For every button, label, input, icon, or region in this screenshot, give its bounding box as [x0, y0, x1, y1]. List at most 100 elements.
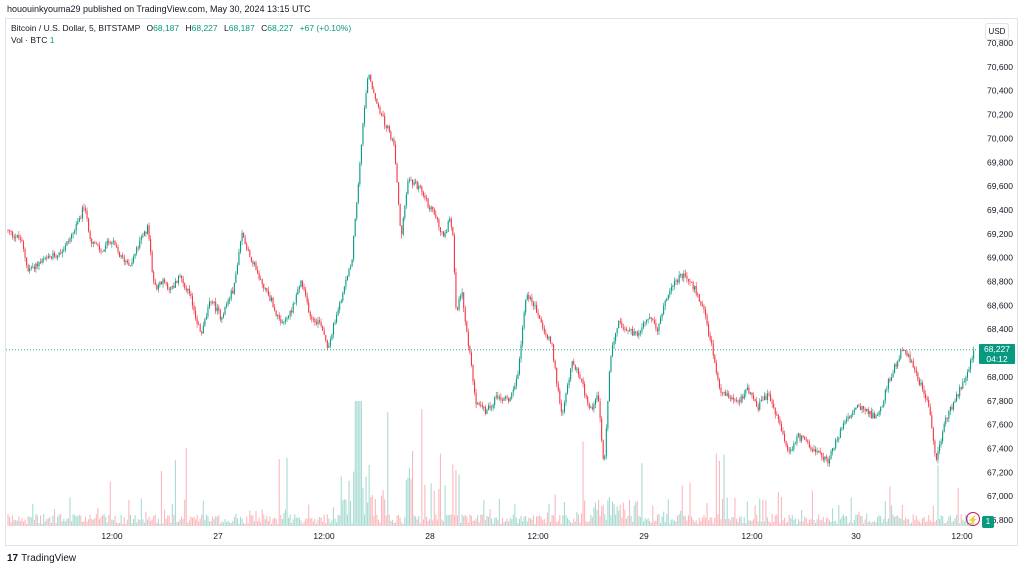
- candle-body: [948, 411, 950, 419]
- candle-body: [105, 245, 107, 250]
- candle-body: [26, 257, 28, 266]
- candle-body: [908, 354, 910, 356]
- candle-body: [773, 403, 775, 408]
- candle-body: [596, 395, 598, 400]
- candle-body: [207, 307, 209, 317]
- candle-body: [715, 362, 717, 373]
- candle-body: [319, 320, 321, 323]
- close-value: 68,227: [267, 23, 294, 33]
- candle-body: [374, 93, 376, 99]
- candle-body: [959, 387, 961, 397]
- volume-bar: [24, 519, 26, 526]
- volume-bar: [529, 518, 531, 526]
- volume-bar: [677, 515, 679, 526]
- candle-body: [945, 417, 947, 424]
- candle-body: [498, 397, 500, 399]
- candle-body: [681, 274, 683, 279]
- candle-body: [436, 217, 438, 220]
- candle-body: [283, 321, 285, 323]
- candle-body: [100, 250, 102, 252]
- volume-bar: [898, 518, 900, 526]
- volume-bar: [394, 522, 397, 526]
- candle-body: [396, 163, 398, 183]
- candle-body: [9, 230, 11, 232]
- candle-body: [184, 283, 186, 288]
- volume-bar: [191, 517, 193, 526]
- candle-body: [601, 418, 603, 441]
- candle-body: [647, 319, 649, 320]
- candle-body: [430, 206, 432, 210]
- volume-bar: [830, 521, 832, 526]
- volume-bar: [833, 521, 835, 526]
- volume-bar: [553, 515, 555, 526]
- candle-body: [604, 455, 606, 459]
- volume-bar: [501, 517, 503, 526]
- volume-bar: [171, 503, 173, 526]
- volume-bar: [109, 481, 111, 526]
- candle-body: [737, 400, 739, 402]
- currency-button[interactable]: USD: [985, 23, 1009, 40]
- price-axis[interactable]: 70,800 70,600 70,400 70,200 70,000 69,800 69,6…: [987, 38, 1013, 525]
- candle-body: [446, 231, 448, 233]
- candle-body: [463, 292, 465, 309]
- volume-bar: [195, 519, 197, 526]
- volume-bar: [272, 518, 274, 526]
- volume-bar: [401, 522, 403, 526]
- candle-body: [680, 274, 682, 276]
- volume-bar: [598, 499, 600, 526]
- candle-body: [136, 247, 138, 254]
- candle-body: [748, 387, 750, 394]
- candle-body: [946, 417, 948, 419]
- price-tick-label: 70,400: [987, 86, 1013, 96]
- candle-body: [219, 310, 221, 320]
- candle-body: [474, 381, 476, 393]
- volume-bar: [50, 522, 52, 526]
- volume-bar: [131, 523, 133, 526]
- volume-label[interactable]: Vol · BTC: [11, 35, 48, 45]
- volume-bar: [737, 521, 739, 526]
- volume-bar: [291, 523, 293, 526]
- volume-bar: [880, 516, 882, 526]
- symbol-title[interactable]: Bitcoin / U.S. Dollar, 5, BITSTAMP: [11, 23, 141, 33]
- candle-body: [173, 285, 175, 288]
- candle-body: [956, 394, 958, 401]
- candle-body: [339, 302, 341, 310]
- volume-bar: [162, 523, 164, 526]
- volume-bar: [935, 519, 937, 526]
- candle-body: [108, 240, 110, 244]
- volume-bar: [201, 514, 203, 526]
- candle-body: [142, 235, 144, 237]
- volume-bar: [873, 521, 875, 526]
- tradingview-brand[interactable]: 17 TradingView: [7, 553, 76, 564]
- candle-body: [709, 335, 711, 340]
- volume-bar: [697, 523, 699, 526]
- volume-bar: [723, 454, 725, 526]
- candle-body: [841, 428, 843, 430]
- volume-bar: [250, 515, 252, 526]
- candle-body: [937, 450, 939, 460]
- time-axis[interactable]: 12:00 27 12:00 28 12:00 29 12:00 30 12:00: [101, 531, 973, 541]
- candle-body: [598, 395, 600, 402]
- candle-body: [154, 281, 156, 285]
- candle-body: [883, 400, 885, 407]
- candle-body: [911, 360, 913, 362]
- volume-bar: [802, 521, 804, 526]
- candle-body: [75, 224, 77, 231]
- candle-body: [900, 350, 902, 359]
- lightning-icon[interactable]: ⚡: [966, 512, 980, 526]
- volume-bar: [711, 517, 713, 526]
- candle-body: [19, 238, 21, 240]
- volume-bar: [332, 507, 335, 526]
- candle-body: [965, 377, 967, 382]
- volume-bar: [305, 518, 307, 526]
- candle-body: [61, 251, 63, 254]
- candle-body: [500, 397, 502, 400]
- candle-body: [216, 307, 218, 312]
- volume-bar: [525, 515, 527, 526]
- volume-bar: [894, 516, 896, 526]
- candle-body: [966, 371, 968, 378]
- candle-body: [325, 334, 327, 341]
- candle-body: [813, 449, 815, 452]
- volume-bar: [673, 520, 676, 526]
